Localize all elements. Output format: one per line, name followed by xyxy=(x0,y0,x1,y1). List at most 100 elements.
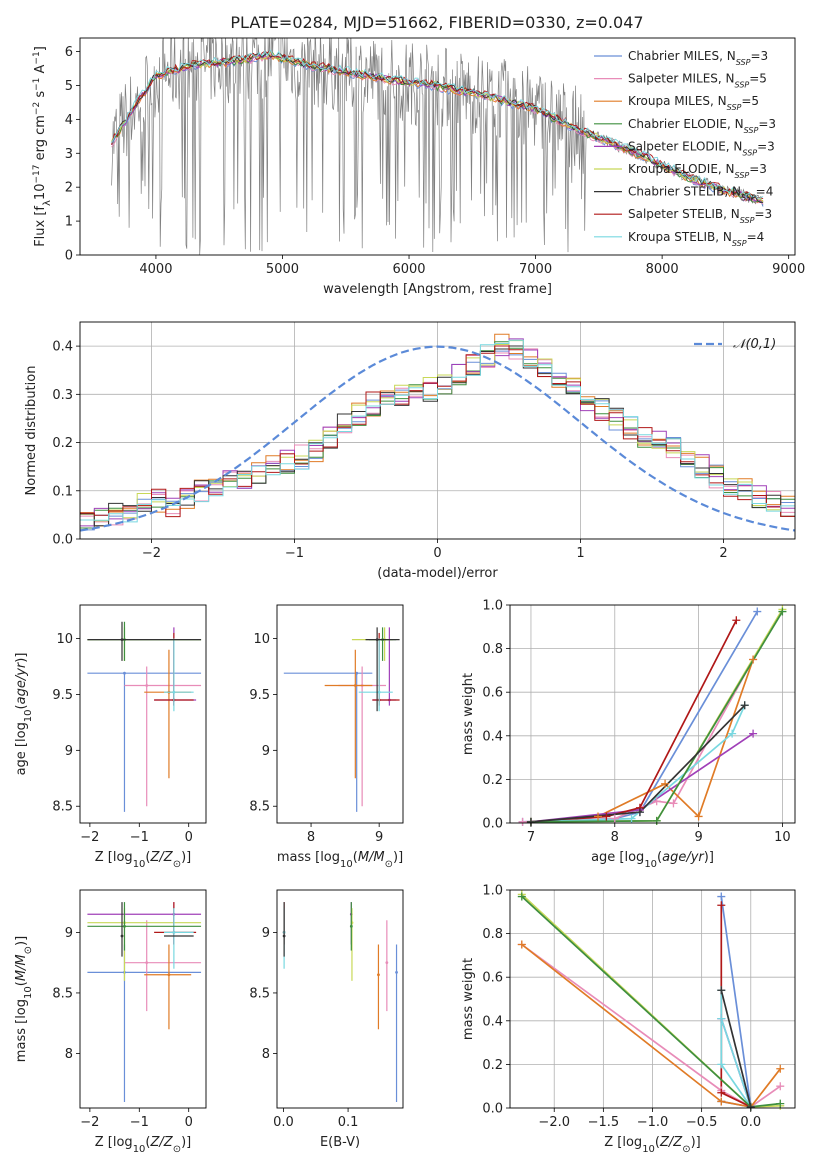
plus-marker xyxy=(776,1099,785,1108)
mass-weight-line xyxy=(530,611,784,823)
plot-area-age_vs_mass xyxy=(283,627,400,812)
plus-marker xyxy=(661,779,670,788)
x-tick-label: 0 xyxy=(185,1115,193,1130)
mass-weight-line xyxy=(521,895,781,1108)
panel-mass_vs_ebv: 0.0 0.1 8 8.5 9 E(B-V) xyxy=(249,889,404,1150)
data-point xyxy=(282,934,286,938)
x-tick-label: 0.0 xyxy=(273,1115,294,1130)
y-axis-label: mass weight xyxy=(461,958,476,1040)
x-axis-label: Z [log10(Z/Z⊙)] xyxy=(95,850,192,870)
x-tick-label: 8 xyxy=(611,830,619,845)
plus-marker xyxy=(746,1102,755,1111)
plot-area-mass_weight_vs_Z xyxy=(510,890,795,1108)
plot-area-mass_weight_vs_age xyxy=(510,605,795,823)
plus-marker xyxy=(717,986,726,995)
x-tick-label: 4000 xyxy=(139,262,172,277)
x-tick-label: −2 xyxy=(142,546,161,561)
y-tick-label: 10 xyxy=(56,632,73,647)
panel-mass_weight_vs_age: 7 8 9 10 0.0 0.2 0.4 0.6 0.8 1.0 age [log10(age/yr… xyxy=(461,599,796,870)
mass-weight-line xyxy=(720,990,752,1108)
x-tick-label: 9000 xyxy=(772,262,805,277)
y-tick-label: 8.5 xyxy=(52,986,73,1001)
x-axis-label: wavelength [Angstrom, rest frame] xyxy=(323,282,552,297)
plus-marker xyxy=(717,1060,726,1069)
x-tick-label: −1.0 xyxy=(637,1115,669,1130)
x-axis-label: (data-model)/error xyxy=(377,566,498,581)
axes-frame xyxy=(509,889,796,1109)
plus-marker xyxy=(610,814,619,823)
data-point xyxy=(377,973,380,977)
panel-mass_weight_vs_Z: −2.0 −1.5 −1.0 −0.5 0.0 0.0 0.2 0.4 0.6 0.8 1.0 Z [… xyxy=(461,884,796,1155)
y-tick-label: 8 xyxy=(262,1047,270,1062)
y-tick-label: 8 xyxy=(65,1047,73,1062)
plus-marker xyxy=(694,812,703,821)
axes-frame xyxy=(79,889,207,1109)
x-tick-label: 0.0 xyxy=(740,1115,761,1130)
legend-label: Kroupa ELODIE, NSSP=3 xyxy=(628,162,767,180)
residual-histogram-step xyxy=(80,345,795,518)
y-tick-label: 0.2 xyxy=(482,773,503,788)
x-tick-label: 9 xyxy=(375,830,383,845)
y-tick-label: 10 xyxy=(253,632,270,647)
x-tick-label: 8 xyxy=(307,830,315,845)
y-tick-label: 1.0 xyxy=(482,884,503,899)
y-tick-label: 1 xyxy=(65,215,73,230)
x-tick-label: 6000 xyxy=(392,262,425,277)
axes-frame xyxy=(509,604,796,824)
legend-label: Kroupa STELIB, NSSP=4 xyxy=(628,230,764,248)
y-tick-label: 0.6 xyxy=(482,686,503,701)
legend-label: Chabrier ELODIE, NSSP=3 xyxy=(628,117,776,135)
axes-frame xyxy=(79,321,796,540)
data-point xyxy=(120,638,124,642)
y-tick-label: 0.3 xyxy=(52,388,73,403)
plus-marker xyxy=(518,817,527,826)
panel-spectrum: 4000 5000 6000 7000 8000 9000 0 1 2 3 4 5 6 wavelengt… xyxy=(32,37,805,297)
data-point xyxy=(167,973,171,977)
x-axis-label: mass [log10(M/M⊙)] xyxy=(277,850,403,870)
x-axis-label: E(B-V) xyxy=(320,1135,360,1150)
plus-marker xyxy=(635,808,644,817)
x-tick-label: 10 xyxy=(774,830,791,845)
plus-marker xyxy=(517,892,526,901)
y-tick-label: 8.5 xyxy=(249,986,270,1001)
x-tick-label: −2 xyxy=(80,1115,99,1130)
y-tick-label: 8.5 xyxy=(249,800,270,815)
y-tick-label: 6 xyxy=(65,45,73,60)
plus-marker xyxy=(776,1064,785,1073)
y-tick-label: 5 xyxy=(65,79,73,94)
x-axis-label: age [log10(age/yr)] xyxy=(591,850,714,870)
plus-marker xyxy=(652,816,661,825)
plus-marker xyxy=(776,1082,785,1091)
data-point xyxy=(395,970,398,974)
plus-marker xyxy=(717,1088,726,1097)
x-tick-label: −2 xyxy=(80,830,99,845)
panel-age_vs_mass: 8 9 8.5 9 9.5 10 mass [log10(M/M⊙)] xyxy=(249,604,404,870)
mass-weight-line xyxy=(530,608,784,823)
data-point xyxy=(355,671,359,675)
data-point xyxy=(385,961,389,965)
plus-marker xyxy=(717,901,726,910)
x-tick-label: 7000 xyxy=(519,262,552,277)
plus-marker xyxy=(749,655,758,664)
legend-label: Kroupa MILES, NSSP=5 xyxy=(628,94,759,112)
x-tick-label: 1 xyxy=(576,546,584,561)
model-spectrum-line xyxy=(111,49,764,199)
y-axis-label: age [log10(age/yr)] xyxy=(14,653,34,776)
data-point xyxy=(120,934,124,938)
plus-marker xyxy=(717,892,726,901)
residual-histogram-step xyxy=(80,339,795,523)
x-tick-label: −2.0 xyxy=(538,1115,570,1130)
panel-age_vs_Z: −2 −1 0 8.5 9 9.5 10 Z [log10(Z/Z⊙)] age [log10(… xyxy=(14,604,207,870)
mass-weight-line xyxy=(720,990,752,1108)
y-tick-label: 0 xyxy=(65,249,73,264)
plot-area-residuals xyxy=(80,322,795,539)
legend-label: Chabrier MILES, NSSP=3 xyxy=(628,49,768,67)
plus-marker xyxy=(594,812,603,821)
mass-weight-line xyxy=(720,896,752,1108)
plus-marker xyxy=(627,814,636,823)
y-tick-label: 9.5 xyxy=(52,688,73,703)
x-tick-label: 9 xyxy=(694,830,702,845)
x-tick-label: 8000 xyxy=(646,262,679,277)
legend-label: 𝒩(0,1) xyxy=(733,337,776,352)
plus-marker xyxy=(732,616,741,625)
